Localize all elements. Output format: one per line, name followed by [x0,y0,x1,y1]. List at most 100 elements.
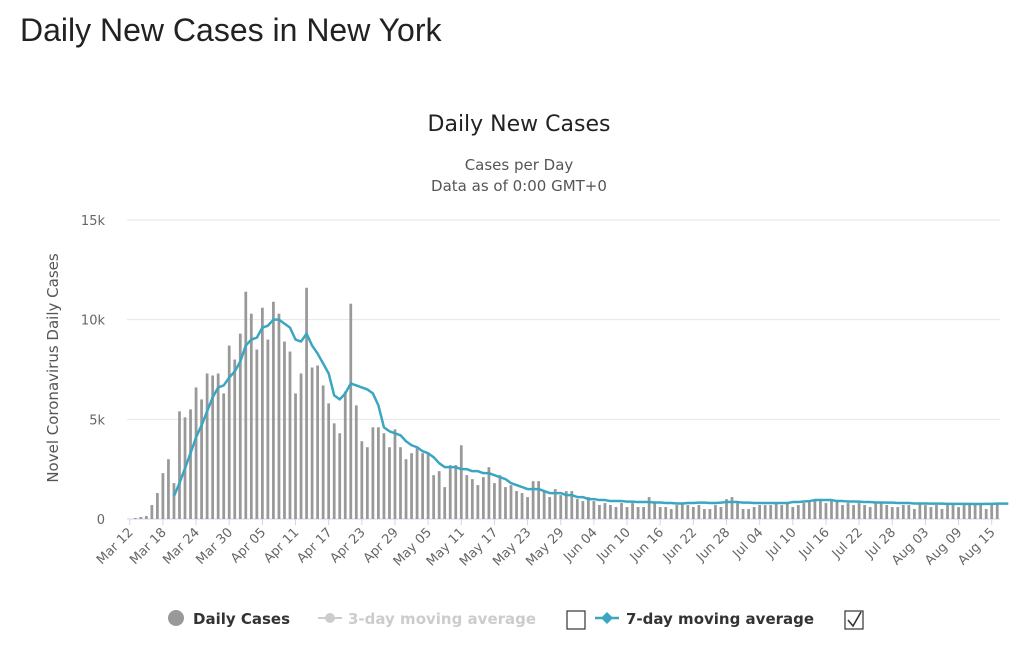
daily-cases-bar [680,503,684,519]
daily-cases-bar [686,505,690,519]
3-day-average-checkbox[interactable] [566,610,586,630]
daily-cases-bar [901,505,905,519]
daily-cases-bar [824,503,828,519]
chart-subtitle: Cases per Day [465,156,574,174]
legend-item-7-day-average[interactable]: 7-day moving average [595,610,864,630]
daily-cases-bar [929,507,933,519]
daily-cases-bar [581,501,585,519]
daily-cases-bar [620,503,623,519]
daily-cases-bar [647,497,651,519]
daily-cases-bar [791,507,795,519]
daily-cases-bar [294,393,297,519]
daily-cases-bar [995,503,999,519]
daily-cases-bar [813,499,817,519]
legend-item-daily-cases[interactable]: Daily Cases [168,610,290,628]
daily-cases-bar [476,485,480,519]
daily-cases-bar [178,411,181,519]
legend-item-3-day-average[interactable]: 3-day moving average [318,610,586,630]
daily-cases-bar [349,303,353,519]
daily-cases-bar [918,503,922,519]
daily-cases-bar [277,313,281,519]
daily-cases-bar [448,465,452,519]
x-tick-label: Apr 23 [328,525,369,566]
daily-cases-bar [570,491,574,519]
daily-cases-bar [747,509,750,519]
checkmark-icon [847,611,862,628]
daily-cases-bar [868,507,872,519]
daily-cases-bar [260,307,264,519]
daily-cases-bar [979,503,983,519]
moving-average-line [172,318,1009,506]
daily-cases-bar [796,505,800,519]
daily-cases-bar [951,505,955,519]
daily-cases-bar [482,477,485,519]
daily-cases-bar [365,447,369,519]
daily-cases-bar [890,507,894,519]
daily-cases-bar [504,487,507,519]
x-tick-label: Jul 16 [796,525,833,562]
daily-cases-bar [498,475,502,519]
daily-cases-bar [846,503,850,519]
x-tick-label: Jul 10 [763,525,800,562]
daily-cases-bar [305,287,308,519]
daily-cases-bar [327,403,331,519]
daily-cases-bar [393,429,397,519]
daily-cases-bar [752,507,756,519]
daily-cases-bar [144,516,148,519]
daily-cases-bar [255,349,259,519]
daily-cases-bar [592,501,596,519]
daily-cases-bar [614,507,618,519]
daily-cases-bar [586,497,590,519]
daily-cases-bar [780,505,784,519]
daily-cases-bar [382,433,386,519]
daily-cases-bar [957,507,960,519]
daily-cases-bar [189,409,192,519]
daily-cases-bar [244,291,248,519]
daily-cases-bar [924,505,927,519]
daily-cases-bar [675,505,679,519]
daily-cases-bar [272,301,275,519]
daily-cases-bar [421,453,424,519]
daily-cases-bar [133,518,137,519]
daily-cases-bar [167,459,170,519]
daily-cases-bar [631,503,634,519]
daily-cases-bar [835,501,839,519]
chart-subtitle-date: Data as of 0:00 GMT+0 [431,177,607,195]
daily-cases-bar [548,497,552,519]
daily-cases-bar [238,333,242,519]
x-tick-label: Jun 04 [560,525,600,565]
daily-cases-legend-marker [168,610,184,626]
daily-cases-bar [830,501,833,519]
3-day-average-legend-marker [325,613,335,623]
daily-cases-bar [912,509,916,519]
daily-cases-bar [542,491,546,519]
daily-cases-bar [332,423,336,519]
y-tick-label: 5k [89,413,105,428]
y-tick-label: 10k [81,314,106,329]
x-tick-label: Jun 22 [660,525,700,565]
daily-cases-bar [758,505,762,519]
daily-cases-bar [211,375,215,519]
daily-cases-bar [691,507,695,519]
daily-cases-bar [879,503,883,519]
daily-cases-bar [343,391,347,519]
daily-cases-bar [785,503,789,519]
daily-cases-bar [609,505,612,519]
y-axis-label: Novel Coronavirus Daily Cases [44,253,62,483]
daily-cases-bar [802,503,806,519]
daily-cases-bar [283,341,286,519]
daily-cases-bar [371,427,375,519]
daily-cases-bar [531,481,535,519]
seven-day-average-line [172,318,1009,506]
x-tick-label: Apr 11 [261,525,302,566]
daily-cases-bar [625,507,629,519]
daily-cases-bar [360,441,364,519]
daily-cases-bar [730,497,734,519]
daily-cases-bar [598,505,601,519]
legend-label-7-day-average: 7-day moving average [626,610,814,628]
daily-cases-bar [465,475,469,519]
daily-cases-bar [454,465,458,519]
daily-cases-bar [266,339,270,519]
daily-cases-bar [426,453,430,519]
